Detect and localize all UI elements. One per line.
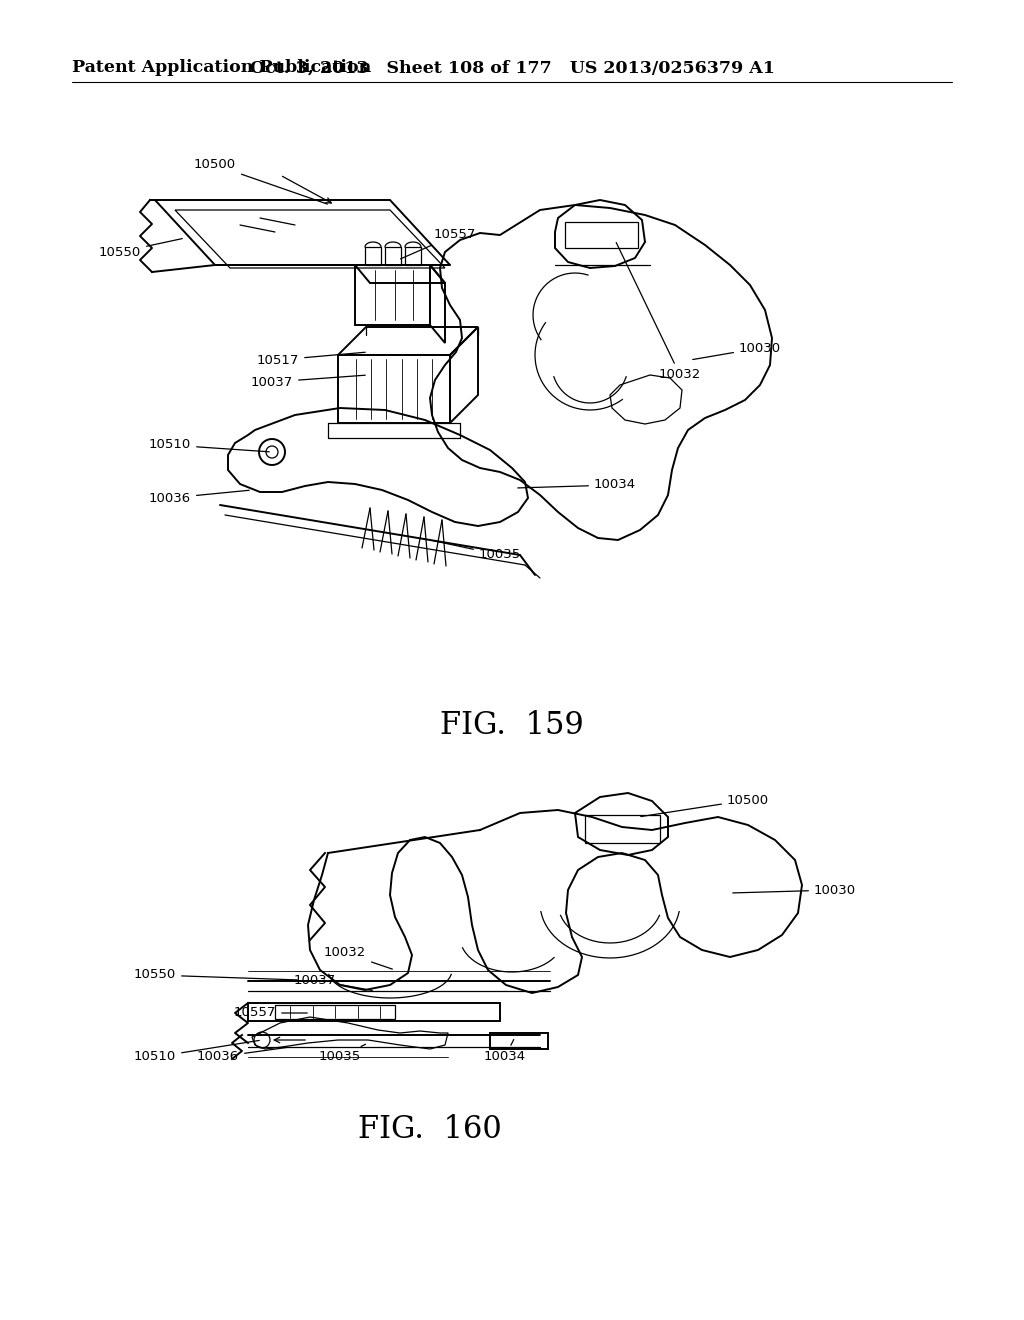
Text: 10037: 10037 bbox=[251, 375, 366, 388]
Text: 10032: 10032 bbox=[324, 946, 392, 969]
Text: 10032: 10032 bbox=[616, 243, 701, 381]
Text: Oct. 3, 2013   Sheet 108 of 177   US 2013/0256379 A1: Oct. 3, 2013 Sheet 108 of 177 US 2013/02… bbox=[250, 59, 774, 77]
Text: Patent Application Publication: Patent Application Publication bbox=[72, 59, 372, 77]
Text: 10550: 10550 bbox=[134, 969, 297, 982]
Text: 10034: 10034 bbox=[518, 479, 636, 491]
Text: 10035: 10035 bbox=[318, 1044, 366, 1064]
Text: 10030: 10030 bbox=[693, 342, 781, 359]
Text: 10030: 10030 bbox=[733, 883, 856, 896]
Text: 10036: 10036 bbox=[148, 490, 249, 504]
Text: 10500: 10500 bbox=[194, 158, 328, 205]
Text: 10037: 10037 bbox=[294, 974, 373, 990]
Text: 10557: 10557 bbox=[233, 1006, 307, 1019]
Text: 10557: 10557 bbox=[400, 228, 476, 259]
Text: 10510: 10510 bbox=[134, 1040, 259, 1064]
Text: FIG.  160: FIG. 160 bbox=[358, 1114, 502, 1146]
Text: 10500: 10500 bbox=[641, 793, 769, 817]
Text: 10035: 10035 bbox=[433, 541, 521, 561]
Text: 10550: 10550 bbox=[99, 239, 182, 259]
Text: FIG.  159: FIG. 159 bbox=[440, 710, 584, 741]
Text: 10034: 10034 bbox=[484, 1039, 526, 1064]
Text: 10036: 10036 bbox=[197, 1047, 288, 1064]
Text: 10517: 10517 bbox=[257, 352, 366, 367]
Text: 10510: 10510 bbox=[148, 438, 269, 451]
